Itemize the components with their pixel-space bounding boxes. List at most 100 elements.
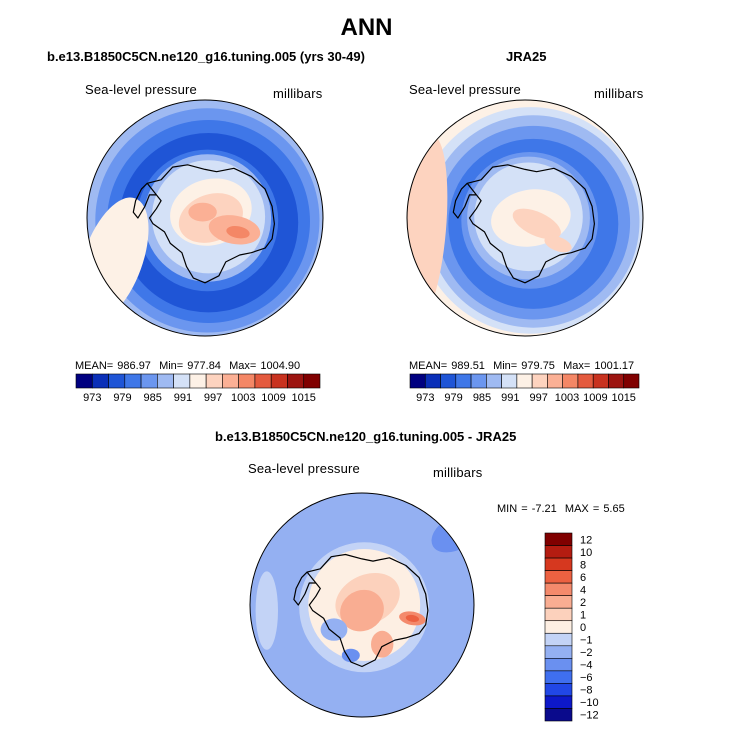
figure-title: ANN xyxy=(340,14,393,41)
diff-colorbar-box-13 xyxy=(544,695,573,709)
diff-colorbar-tick-0: 12 xyxy=(580,534,592,546)
obs-colorbar-tick-6: 1009 xyxy=(583,392,607,404)
obs-colorbar-tick-1: 979 xyxy=(444,392,462,404)
obs-min-value: 979.75 xyxy=(521,360,555,372)
obs-colorbar-box-4 xyxy=(470,373,487,389)
model-mean-label: MEAN= xyxy=(75,360,114,372)
obs-colorbar-box-11 xyxy=(577,373,594,389)
model-colorbar-tick-2: 985 xyxy=(144,392,162,404)
obs-colorbar-box-5 xyxy=(486,373,502,389)
model-colorbar-box-13 xyxy=(287,373,305,389)
diff-colorbar-tick-3: 6 xyxy=(580,572,586,584)
diff-min-value: -7.21 xyxy=(531,503,557,515)
diff-colorbar-box-2 xyxy=(544,557,573,571)
model-max-value: 1004.90 xyxy=(260,360,301,372)
panel-title-obs: JRA25 xyxy=(506,49,547,64)
panel-title-difference: b.e13.B1850C5CN.ne120_g16.tuning.005 - J… xyxy=(215,429,517,444)
colorbar-obs: 973 979 985 991 997 1003 1009 1015 xyxy=(409,373,640,404)
model-colorbar-box-1 xyxy=(91,373,109,389)
model-colorbar-tick-5: 1003 xyxy=(231,392,255,404)
model-colorbar-box-9 xyxy=(222,373,239,389)
obs-colorbar-tick-7: 1015 xyxy=(611,392,635,404)
diff-min-label: MIN = xyxy=(497,503,528,515)
model-max-label: Max= xyxy=(229,360,257,372)
model-variable-label: Sea-level pressure xyxy=(85,82,197,97)
obs-colorbar-box-3 xyxy=(455,373,472,389)
model-colorbar-box-0 xyxy=(75,373,93,389)
diff-colorbar-box-1 xyxy=(544,545,573,559)
diff-map-border xyxy=(249,492,475,718)
diff-colorbar-box-4 xyxy=(544,582,573,596)
model-colorbar-box-4 xyxy=(140,373,158,389)
obs-stats: MEAN= 989.51 Min= 979.75 Max= 1001.17 xyxy=(409,360,634,372)
diff-colorbar-tick-5: 2 xyxy=(580,597,586,609)
obs-colorbar-tick-2: 985 xyxy=(473,392,491,404)
diff-colorbar-box-0 xyxy=(544,532,573,546)
obs-peninsula-coastline xyxy=(452,182,477,219)
map-diff xyxy=(250,493,474,717)
diff-colorbar-tick-1: 10 xyxy=(580,547,592,559)
diff-max-value: 5.65 xyxy=(603,503,625,515)
diff-colorbar-box-10 xyxy=(544,658,573,672)
diff-land-contour-8 xyxy=(341,648,360,663)
model-colorbar-tick-7: 1015 xyxy=(291,392,315,404)
model-colorbar-box-10 xyxy=(238,373,256,389)
diff-colorbar-box-3 xyxy=(544,570,573,584)
diff-colorbar-tick-2: 8 xyxy=(580,559,586,571)
diff-coastline xyxy=(306,553,429,668)
obs-units-label: millibars xyxy=(594,86,644,101)
diff-colorbar-tick-6: 1 xyxy=(580,610,586,622)
obs-land-contour-3 xyxy=(544,235,572,253)
obs-colorbar-box-6 xyxy=(501,373,518,389)
model-units-label: millibars xyxy=(273,86,323,101)
diff-land-contour-7 xyxy=(320,618,348,641)
colorbar-model: 973 979 985 991 997 1003 1009 1015 xyxy=(75,373,321,404)
obs-variable-label: Sea-level pressure xyxy=(409,82,521,97)
model-colorbar-tick-0: 973 xyxy=(83,392,101,404)
map-obs xyxy=(407,100,643,336)
model-colorbar-box-6 xyxy=(173,373,191,389)
obs-colorbar-box-9 xyxy=(547,373,563,389)
model-min-value: 977.84 xyxy=(187,360,221,372)
diff-colorbar-box-7 xyxy=(544,620,573,634)
map-overlays xyxy=(86,99,644,718)
obs-map-border xyxy=(406,99,644,337)
diff-stats: MIN = -7.21 MAX = 5.65 xyxy=(497,503,625,515)
model-land-contour-4 xyxy=(188,202,217,222)
obs-land-contour-2 xyxy=(512,208,561,240)
model-colorbar-box-7 xyxy=(189,373,207,389)
obs-colorbar-box-7 xyxy=(516,373,533,389)
obs-coastline xyxy=(466,164,596,284)
diff-colorbar-tick-4: 4 xyxy=(580,584,586,596)
obs-max-label: Max= xyxy=(563,360,591,372)
map-model xyxy=(87,100,323,336)
diff-colorbar-box-9 xyxy=(544,645,573,659)
model-colorbar-tick-4: 997 xyxy=(204,392,222,404)
model-land-contour-5 xyxy=(226,226,250,239)
model-coastline xyxy=(146,164,275,284)
model-colorbar-box-11 xyxy=(254,373,272,389)
model-colorbar-tick-1: 979 xyxy=(113,392,131,404)
obs-colorbar-box-12 xyxy=(592,373,609,389)
obs-colorbar-box-1 xyxy=(424,373,441,389)
diff-colorbar-tick-9: −2 xyxy=(580,647,593,659)
diff-colorbar-tick-14: −12 xyxy=(580,710,599,722)
model-colorbar-box-5 xyxy=(157,373,174,389)
model-min-label: Min= xyxy=(159,360,184,372)
diff-colorbar-tick-13: −10 xyxy=(580,697,599,709)
model-colorbar-tick-3: 991 xyxy=(174,392,192,404)
diff-variable-label: Sea-level pressure xyxy=(248,461,360,476)
diff-units-label: millibars xyxy=(433,465,483,480)
obs-colorbar-tick-0: 973 xyxy=(416,392,434,404)
model-peninsula-coastline xyxy=(132,182,157,219)
diff-colorbar-box-5 xyxy=(544,595,573,609)
model-colorbar-box-8 xyxy=(205,373,223,389)
diff-colorbar-box-12 xyxy=(544,683,573,697)
diff-land-contour-1 xyxy=(255,571,278,650)
obs-max-value: 1001.17 xyxy=(594,360,635,372)
diff-colorbar-box-6 xyxy=(544,607,573,622)
diff-colorbar-box-14 xyxy=(544,708,573,722)
model-map-border xyxy=(86,99,324,337)
